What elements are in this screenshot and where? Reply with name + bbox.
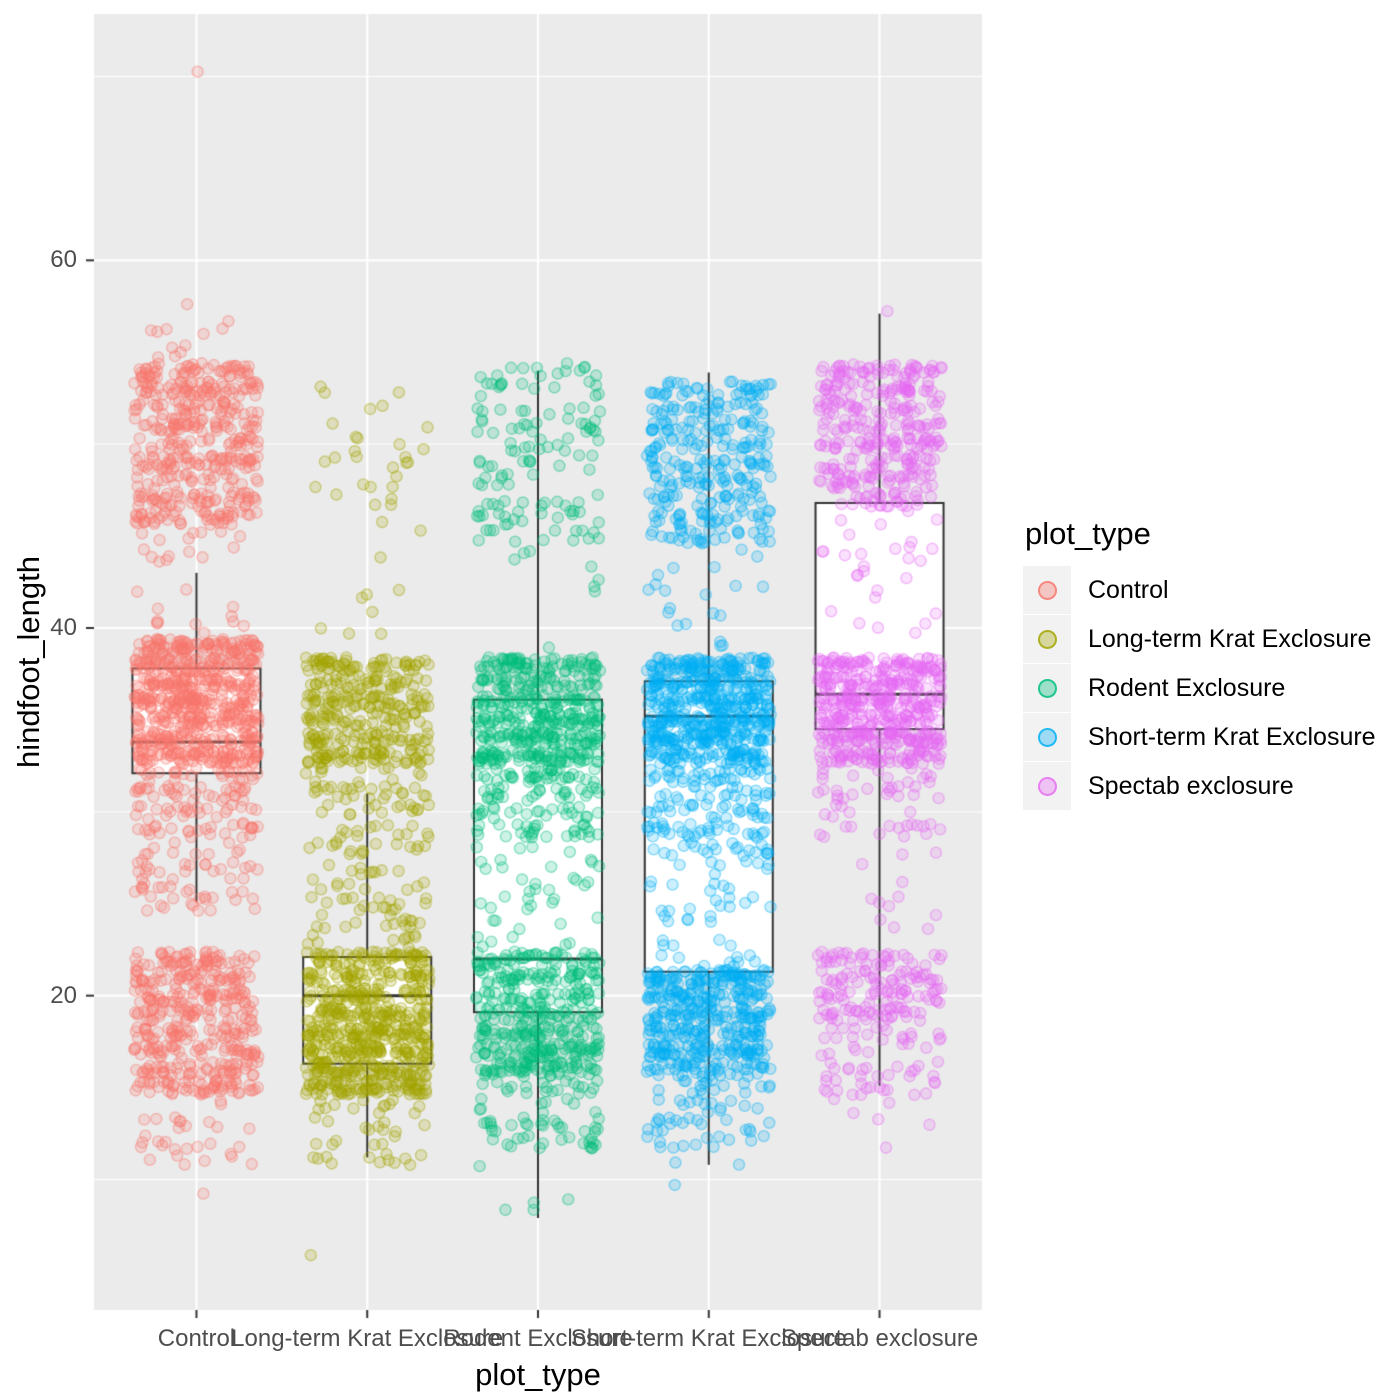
x-tick-label-long-term-krat-exclosure: Long-term Krat Exclosure — [231, 1325, 504, 1352]
y-axis-title: hindfoot_length — [11, 555, 46, 769]
x-tick-label-spectab-exclosure: Spectab exclosure — [780, 1325, 979, 1352]
legend: plot_type Control Long-term Krat Exclosu… — [1023, 516, 1376, 811]
x-axis-title: plot_type — [475, 1357, 601, 1392]
legend-key — [1023, 762, 1071, 810]
legend-key — [1023, 615, 1071, 663]
legend-item-label: Spectab exclosure — [1088, 771, 1294, 800]
legend-item-label: Long-term Krat Exclosure — [1088, 624, 1372, 653]
point-swatch-icon — [1037, 776, 1057, 796]
point-swatch-icon — [1037, 580, 1057, 600]
y-tick-label-60: 60 — [50, 246, 77, 274]
y-tick-label-40: 40 — [50, 613, 77, 641]
legend-item-spectab-exclosure: Spectab exclosure — [1023, 762, 1376, 810]
legend-item-long-term-krat-exclosure: Long-term Krat Exclosure — [1023, 615, 1376, 663]
legend-item-short-term-krat-exclosure: Short-term Krat Exclosure — [1023, 713, 1376, 761]
legend-key — [1023, 664, 1071, 712]
x-tick-label-rodent-exclosure: Rodent Exclosure — [443, 1325, 633, 1352]
x-tick-label-short-term-krat-exclosure: Short-term Krat Exclosure — [570, 1325, 847, 1352]
x-tick-label-control: Control — [157, 1325, 236, 1352]
legend-item-label: Control — [1088, 575, 1169, 604]
point-swatch-icon — [1037, 727, 1057, 747]
point-swatch-icon — [1037, 629, 1057, 649]
point-swatch-icon — [1037, 678, 1057, 698]
y-tick-label-20: 20 — [50, 981, 77, 1009]
legend-title: plot_type — [1025, 516, 1151, 551]
legend-key — [1023, 713, 1071, 761]
legend-item-control: Control — [1023, 566, 1376, 614]
legend-item-label: Rodent Exclosure — [1088, 673, 1286, 702]
legend-item-rodent-exclosure: Rodent Exclosure — [1023, 664, 1376, 712]
legend-item-label: Short-term Krat Exclosure — [1088, 722, 1376, 751]
legend-key — [1023, 566, 1071, 614]
